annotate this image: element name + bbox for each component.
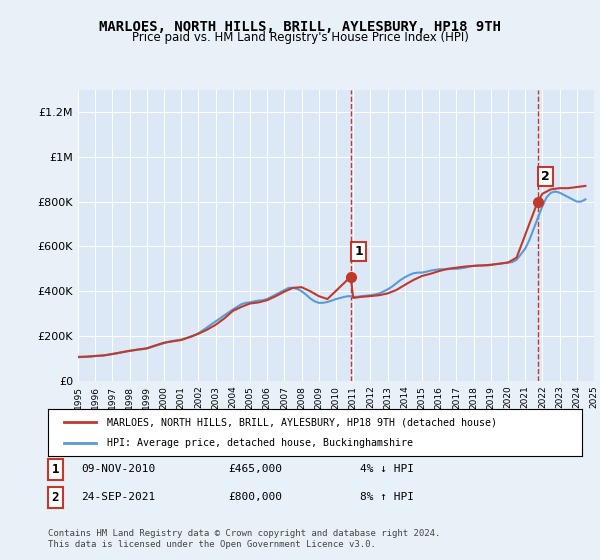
Text: 8% ↑ HPI: 8% ↑ HPI [360,492,414,502]
Text: Contains HM Land Registry data © Crown copyright and database right 2024.
This d: Contains HM Land Registry data © Crown c… [48,529,440,549]
Text: £465,000: £465,000 [228,464,282,474]
Text: 2: 2 [52,491,59,504]
Text: MARLOES, NORTH HILLS, BRILL, AYLESBURY, HP18 9TH: MARLOES, NORTH HILLS, BRILL, AYLESBURY, … [99,20,501,34]
Text: 09-NOV-2010: 09-NOV-2010 [81,464,155,474]
Text: 1: 1 [52,463,59,476]
Text: 2: 2 [541,170,550,183]
Text: 4% ↓ HPI: 4% ↓ HPI [360,464,414,474]
Text: £800,000: £800,000 [228,492,282,502]
Text: 1: 1 [354,245,363,258]
Text: MARLOES, NORTH HILLS, BRILL, AYLESBURY, HP18 9TH (detached house): MARLOES, NORTH HILLS, BRILL, AYLESBURY, … [107,417,497,427]
Text: Price paid vs. HM Land Registry's House Price Index (HPI): Price paid vs. HM Land Registry's House … [131,31,469,44]
Text: 24-SEP-2021: 24-SEP-2021 [81,492,155,502]
Text: HPI: Average price, detached house, Buckinghamshire: HPI: Average price, detached house, Buck… [107,438,413,448]
